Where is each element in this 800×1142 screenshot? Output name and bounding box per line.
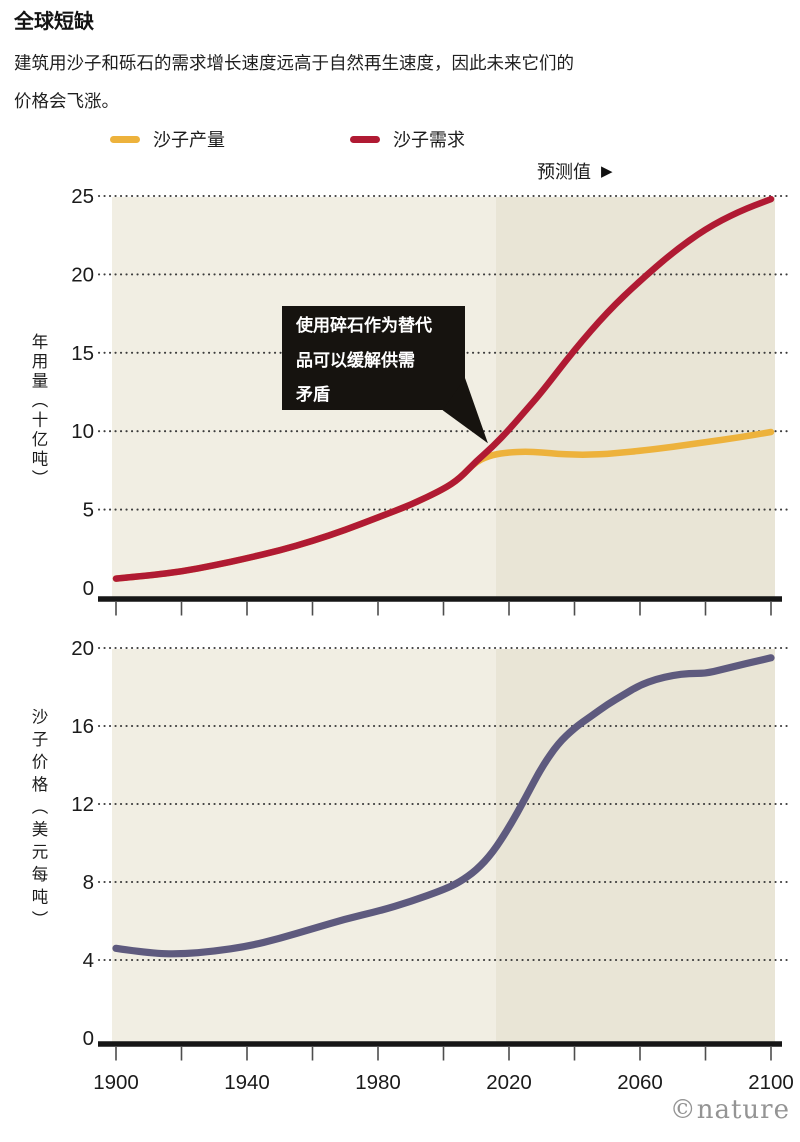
legend-item-production: 沙子产量 [110,129,225,150]
x-tick-label: 1980 [355,1071,401,1094]
y-tick-label: 4 [83,949,94,972]
forecast-annotation: 预测值 ▶ [537,158,613,184]
price-axis-label: 沙子价格（美元每吨） [29,708,47,933]
forecast-region [495,197,775,601]
legend-item-demand: 沙子需求 [350,129,465,150]
subtitle-line-1: 建筑用沙子和砾石的需求增长速度远高于自然再生速度，因此未来它们的 [14,53,574,73]
y-tick-label: 8 [83,871,94,894]
callout-line-2: 品可以缓解供需 [296,350,415,370]
y-tick-label: 5 [83,499,94,522]
callout-line-1: 使用碎石作为替代 [296,316,432,335]
legend-label-production: 沙子产量 [153,130,225,150]
price-line [112,654,775,958]
production-swatch [110,135,140,143]
y-tick-label: 25 [71,185,94,208]
subtitle-line-2: 价格会飞涨。 [14,91,119,111]
callout-line-3: 矛盾 [296,385,330,404]
legend-label-demand: 沙子需求 [393,130,465,150]
nature-logo: ©nature [669,1095,790,1125]
y-tick-label: 10 [71,420,94,443]
y-tick-label: 20 [71,263,94,286]
callout-box: 使用碎石作为替代 品可以缓解供需 矛盾 [282,306,465,410]
forecast-arrow-icon: ▶ [601,163,613,180]
forecast-label: 预测值 [537,162,591,182]
usage-axis-label: 年用量（十亿吨） [29,333,47,489]
y-tick-label: 15 [71,342,94,365]
y-tick-label: 20 [71,637,94,660]
y-tick-label: 0 [83,1027,94,1050]
demand-swatch [350,135,380,143]
y-tick-label: 12 [71,793,94,816]
x-tick-label: 1900 [93,1071,139,1094]
x-tick-label: 1940 [224,1071,270,1094]
history-region [112,649,496,1046]
chart-subtitle: 建筑用沙子和砾石的需求增长速度远高于自然再生速度，因此未来它们的 价格会飞涨。 [14,44,784,120]
forecast-region [495,649,775,1046]
y-tick-label: 0 [83,577,94,600]
y-tick-label: 16 [71,715,94,738]
x-tick-label: 2020 [486,1071,532,1094]
page-title: 全球短缺 [14,11,94,33]
demand-line [112,195,775,582]
price-chart-plot: 0 4 8 12 16 20 1900 1940 1980 2020 2060 2100 [71,637,794,1094]
x-tick-label: 2060 [617,1071,663,1094]
x-tick-label: 2100 [748,1071,794,1094]
